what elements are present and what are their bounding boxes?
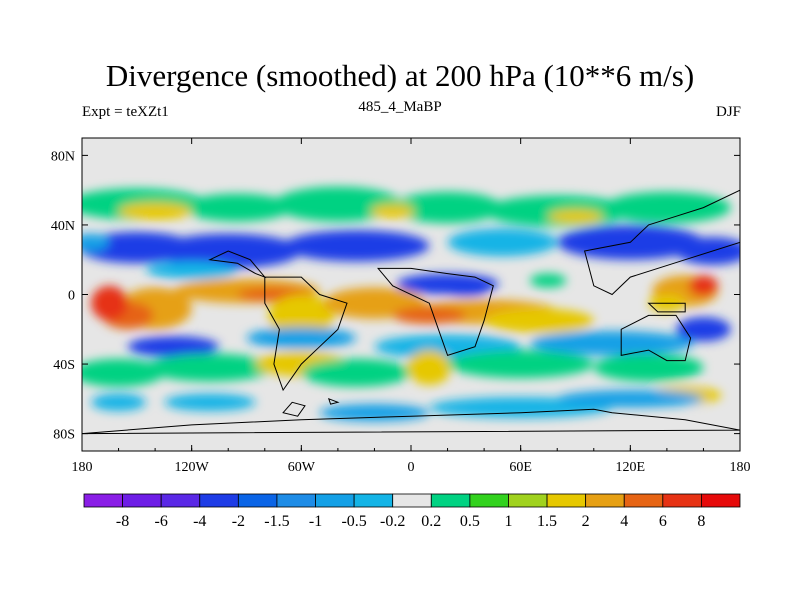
field-blob — [82, 233, 110, 252]
field-blob — [529, 331, 695, 356]
colorbar-swatch — [701, 493, 741, 508]
colorbar-swatch — [160, 493, 201, 508]
y-tick-label: 80N — [51, 149, 75, 164]
field-blob — [91, 285, 128, 321]
x-tick-label: 180 — [730, 460, 751, 475]
y-axis: 80N 40N 0 40S 80S — [51, 149, 740, 443]
colorbar-label: 2 — [582, 513, 590, 530]
colorbar-label: -1 — [309, 513, 322, 530]
field-blob — [392, 306, 466, 325]
field-blob — [392, 191, 503, 224]
colorbar-label: -0.5 — [341, 513, 366, 530]
field-blob — [182, 193, 293, 222]
coastline — [82, 408, 740, 435]
field-blob — [529, 273, 567, 288]
colorbar-swatch — [276, 493, 316, 508]
field-blob — [447, 228, 558, 257]
field-blob — [557, 390, 704, 408]
coastlines — [82, 189, 740, 435]
y-tick-label: 0 — [68, 289, 75, 304]
colorbar-swatch — [546, 493, 587, 508]
x-axis: 180 120W 60W 0 60E 120E 180 — [72, 138, 751, 475]
x-tick-label: 120W — [175, 460, 210, 475]
colorbar-swatch — [392, 493, 432, 508]
colorbar-swatch — [430, 493, 471, 508]
field-blob — [164, 393, 256, 412]
colorbar-label: -8 — [116, 513, 129, 530]
colorbar-swatch — [508, 493, 548, 508]
colorbar-swatch — [353, 493, 394, 508]
field-blobs — [82, 186, 740, 422]
colorbar-label: 4 — [620, 513, 628, 530]
coastline — [620, 314, 692, 362]
coastline — [583, 189, 740, 296]
colorbar-label: 8 — [697, 513, 705, 530]
colorbar-label: -2 — [232, 513, 245, 530]
colorbar-label: 0.2 — [421, 513, 441, 530]
colorbar-swatch — [623, 493, 664, 508]
colorbar-swatch — [83, 493, 123, 508]
field-blob — [370, 204, 415, 218]
field-blob — [688, 275, 719, 297]
x-tick-label: 60E — [509, 460, 532, 475]
x-tick-label: 180 — [72, 460, 93, 475]
colorbar-swatch — [585, 493, 625, 508]
colorbar-swatch — [237, 493, 278, 508]
colorbar-label: -6 — [155, 513, 168, 530]
coastline — [282, 401, 306, 417]
field-blob — [91, 393, 146, 412]
y-tick-label: 40N — [51, 219, 75, 234]
colorbar-swatch — [122, 493, 162, 508]
field-blob — [484, 308, 594, 333]
coastline — [377, 267, 494, 357]
field-blob — [407, 350, 452, 385]
field-blob — [82, 358, 165, 387]
colorbar-label: 1.5 — [537, 513, 557, 530]
field-blob — [319, 404, 430, 422]
field-blob — [127, 336, 220, 358]
colorbar-label: -4 — [193, 513, 206, 530]
coastline — [327, 397, 340, 405]
field-blob — [548, 209, 603, 224]
colorbar-label: -1.5 — [264, 513, 289, 530]
colorbar-label: 0.5 — [460, 513, 480, 530]
x-tick-label: 60W — [288, 460, 316, 475]
coastline — [264, 276, 348, 392]
experiment-label: Expt = teXZt1 — [82, 104, 169, 120]
field-blob — [145, 261, 238, 279]
colorbar-label: 6 — [659, 513, 667, 530]
coastline — [208, 250, 267, 279]
field-blob — [246, 327, 357, 349]
field-blob — [676, 317, 731, 342]
field-blob — [602, 191, 731, 224]
field-blob — [301, 358, 411, 387]
chart-title: Divergence (smoothed) at 200 hPa (10**6 … — [105, 58, 695, 93]
field-blob — [447, 350, 594, 378]
season-label: DJF — [715, 104, 741, 120]
colorbar-swatch — [199, 493, 239, 508]
field-blob — [145, 353, 274, 382]
coastline — [647, 302, 686, 313]
field-blob — [118, 202, 192, 220]
colorbar: -8 -6 -4 -2 -1.5 -1 -0.5 -0.2 0.2 0.5 1 1.5 2 4 6 8 — [83, 493, 741, 530]
colorbar-label: 1 — [504, 513, 512, 530]
y-tick-label: 80S — [53, 428, 75, 443]
y-tick-label: 40S — [53, 358, 75, 373]
plot-area — [82, 138, 740, 451]
field-blob — [268, 294, 335, 337]
case-label: 485_4_MaBP — [358, 99, 442, 115]
colorbar-label: -0.2 — [380, 513, 405, 530]
field-blob — [593, 353, 704, 382]
colorbar-swatch — [315, 493, 355, 508]
field-blob — [443, 285, 488, 297]
field-blob — [273, 186, 402, 222]
x-tick-label: 120E — [616, 460, 646, 475]
divergence-field — [82, 186, 740, 422]
colorbar-swatch — [469, 493, 509, 508]
x-tick-label: 0 — [408, 460, 415, 475]
field-blob — [283, 230, 430, 262]
colorbar-swatch — [662, 493, 702, 508]
